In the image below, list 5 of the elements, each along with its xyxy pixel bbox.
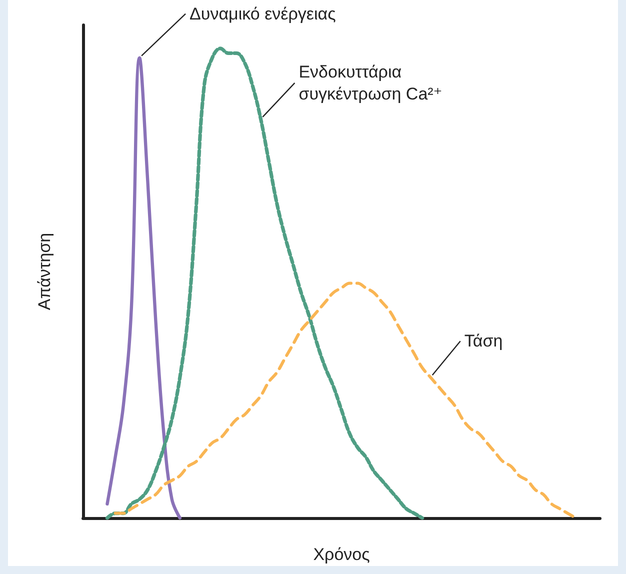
text: Ενδοκυττάρια συγκέντρωση Ca²⁺ (298, 62, 442, 104)
x-axis-title: Χρόνος (313, 545, 370, 564)
text: Δυναμικό ενέργειας (190, 4, 336, 24)
y-axis-title: Απάντηση (35, 232, 54, 310)
text: Τάση (464, 332, 503, 351)
